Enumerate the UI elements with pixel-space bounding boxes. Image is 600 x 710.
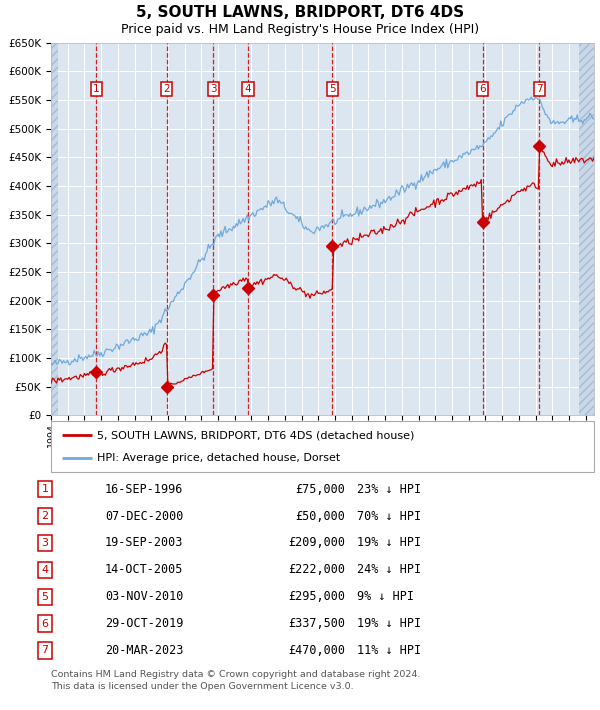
Text: 19% ↓ HPI: 19% ↓ HPI (357, 617, 421, 630)
Text: 23% ↓ HPI: 23% ↓ HPI (357, 483, 421, 496)
Text: £222,000: £222,000 (288, 563, 345, 577)
Text: 4: 4 (41, 564, 49, 575)
Text: 19-SEP-2003: 19-SEP-2003 (105, 536, 184, 550)
Text: 5: 5 (329, 84, 335, 94)
Text: 3: 3 (210, 84, 217, 94)
Text: £337,500: £337,500 (288, 617, 345, 630)
Text: £50,000: £50,000 (295, 510, 345, 523)
Bar (578, 43, 594, 415)
Text: 03-NOV-2010: 03-NOV-2010 (105, 590, 184, 604)
Text: 3: 3 (41, 538, 49, 548)
Text: 5, SOUTH LAWNS, BRIDPORT, DT6 4DS (detached house): 5, SOUTH LAWNS, BRIDPORT, DT6 4DS (detac… (97, 430, 415, 440)
Text: 16-SEP-1996: 16-SEP-1996 (105, 483, 184, 496)
Text: 19% ↓ HPI: 19% ↓ HPI (357, 536, 421, 550)
Text: 2: 2 (41, 511, 49, 521)
Text: 20-MAR-2023: 20-MAR-2023 (105, 644, 184, 657)
Text: 14-OCT-2005: 14-OCT-2005 (105, 563, 184, 577)
Text: 7: 7 (536, 84, 542, 94)
Text: 2: 2 (163, 84, 170, 94)
Text: 11% ↓ HPI: 11% ↓ HPI (357, 644, 421, 657)
Text: 5, SOUTH LAWNS, BRIDPORT, DT6 4DS: 5, SOUTH LAWNS, BRIDPORT, DT6 4DS (136, 5, 464, 20)
Text: 29-OCT-2019: 29-OCT-2019 (105, 617, 184, 630)
Text: £75,000: £75,000 (295, 483, 345, 496)
Text: HPI: Average price, detached house, Dorset: HPI: Average price, detached house, Dors… (97, 453, 340, 463)
Text: 70% ↓ HPI: 70% ↓ HPI (357, 510, 421, 523)
Text: 07-DEC-2000: 07-DEC-2000 (105, 510, 184, 523)
Text: 6: 6 (479, 84, 486, 94)
Text: 4: 4 (245, 84, 251, 94)
Text: Price paid vs. HM Land Registry's House Price Index (HPI): Price paid vs. HM Land Registry's House … (121, 23, 479, 36)
Text: This data is licensed under the Open Government Licence v3.0.: This data is licensed under the Open Gov… (51, 682, 353, 691)
Text: 9% ↓ HPI: 9% ↓ HPI (357, 590, 414, 604)
Text: 7: 7 (41, 645, 49, 655)
Bar (51, 43, 58, 415)
Text: £470,000: £470,000 (288, 644, 345, 657)
Text: 5: 5 (41, 591, 49, 601)
Text: 1: 1 (41, 484, 49, 494)
Text: 6: 6 (41, 618, 49, 628)
Text: £295,000: £295,000 (288, 590, 345, 604)
Text: £209,000: £209,000 (288, 536, 345, 550)
Text: 1: 1 (93, 84, 100, 94)
Text: Contains HM Land Registry data © Crown copyright and database right 2024.: Contains HM Land Registry data © Crown c… (51, 670, 421, 679)
Text: 24% ↓ HPI: 24% ↓ HPI (357, 563, 421, 577)
